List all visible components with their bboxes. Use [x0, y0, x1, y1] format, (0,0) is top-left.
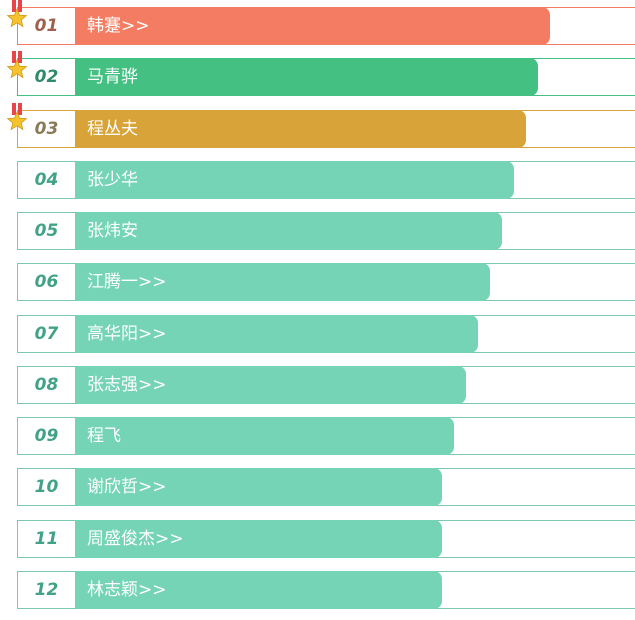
rank-row-03[interactable]: 03 程丛夫 [6, 102, 635, 148]
person-name-link[interactable]: 周盛俊杰>> [87, 528, 184, 549]
rank-row-10[interactable]: 10 谢欣哲>> [17, 468, 635, 507]
score-bar: 周盛俊杰>> [75, 519, 442, 558]
score-bar: 张炜安 [75, 212, 502, 251]
rank-row-09[interactable]: 09 程飞 [17, 417, 635, 456]
rank-row-08[interactable]: 08 张志强>> [17, 365, 635, 404]
rank-number: 10 [34, 477, 59, 498]
person-name-link[interactable]: 张炜安 [87, 221, 138, 242]
medal-star-icon [6, 51, 28, 79]
rank-row-04[interactable]: 04 张少华 [17, 160, 635, 199]
person-name-link[interactable]: 马青骅 [87, 67, 138, 88]
rank-row-12[interactable]: 12 林志颖>> [17, 571, 635, 609]
rank-number: 05 [34, 221, 59, 242]
person-name-link[interactable]: 程飞 [87, 426, 121, 447]
rank-number: 01 [34, 16, 59, 36]
person-name-link[interactable]: 高华阳>> [87, 323, 167, 344]
person-name-link[interactable]: 林志颖>> [87, 580, 167, 600]
score-bar: 张少华 [75, 160, 514, 199]
medal-star-icon [6, 0, 28, 28]
score-bar: 韩蹇>> [75, 7, 550, 45]
rank-row-07[interactable]: 07 高华阳>> [17, 314, 635, 353]
person-name-link[interactable]: 江腾一>> [87, 272, 167, 293]
rank-row-11[interactable]: 11 周盛俊杰>> [17, 519, 635, 558]
score-bar: 江腾一>> [75, 263, 490, 302]
rank-number: 09 [34, 426, 59, 447]
rank-number: 03 [34, 118, 59, 139]
score-bar: 高华阳>> [75, 314, 478, 353]
rank-number: 06 [34, 272, 59, 293]
score-bar: 张志强>> [75, 365, 466, 404]
rank-number: 11 [34, 528, 59, 549]
score-bar: 林志颖>> [75, 571, 442, 609]
rank-number: 08 [34, 374, 59, 395]
person-name-link[interactable]: 程丛夫 [87, 118, 138, 139]
person-name-link[interactable]: 谢欣哲>> [87, 477, 167, 498]
score-bar: 马青骅 [75, 58, 538, 97]
score-bar: 程丛夫 [75, 109, 526, 148]
score-bar: 程飞 [75, 417, 454, 456]
person-name-link[interactable]: 张少华 [87, 169, 138, 190]
rank-row-01[interactable]: 01 韩蹇>> [6, 0, 635, 45]
medal-star-icon [6, 102, 28, 130]
person-name-link[interactable]: 张志强>> [87, 374, 167, 395]
rank-row-05[interactable]: 05 张炜安 [17, 212, 635, 251]
score-bar: 谢欣哲>> [75, 468, 442, 507]
rank-row-02[interactable]: 02 马青骅 [6, 51, 635, 97]
person-name-link[interactable]: 韩蹇>> [87, 16, 150, 36]
rank-number: 02 [34, 67, 59, 88]
rank-number: 04 [34, 169, 59, 190]
rank-number: 12 [34, 580, 59, 600]
rank-row-06[interactable]: 06 江腾一>> [17, 263, 635, 302]
rank-number: 07 [34, 323, 59, 344]
